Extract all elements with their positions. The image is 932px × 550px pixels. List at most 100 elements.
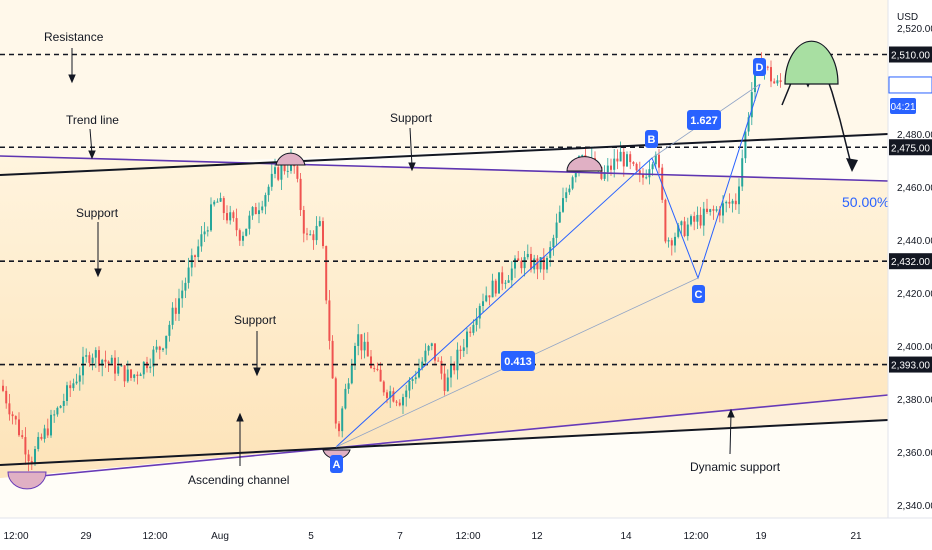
svg-text:A: A [333,459,341,471]
candle-body [59,405,62,408]
candle-body [168,324,171,336]
candle-body [24,437,27,455]
price-tick-label: 2,400.00 [897,342,932,353]
candle-body [245,228,248,236]
candle-body [363,341,366,351]
candle-body [251,207,254,216]
time-tick-label: 19 [755,531,767,542]
candle-body [216,201,219,203]
candle-body [434,343,436,361]
candle-body [155,346,158,350]
candle-body [715,209,718,211]
candle-body [133,374,136,378]
time-ticks: 12:00 29 12:00 Aug 5 7 12:00 12 14 12:00 19 21 [3,531,862,542]
candle-body [456,349,459,371]
candle-body [411,379,414,381]
candle-body [472,324,475,333]
candle-body [744,131,747,159]
price-tick-label: 2,520.00 [897,24,932,35]
candle-body [299,178,302,211]
price-tick-label: 2,360.00 [897,448,932,459]
candle-body [523,257,526,269]
candle-body [440,360,443,374]
svg-text:1.627: 1.627 [690,115,718,127]
candle-body [162,348,164,350]
candle-body [62,400,65,406]
time-tick-label: 12:00 [142,531,167,542]
point-b-badge: B [645,130,658,148]
candle-body [446,377,449,392]
candle-body [664,199,667,242]
label-support-mid: Support [234,313,277,327]
time-tick-label: 7 [397,531,403,542]
candle-body [21,435,24,438]
candle-body [104,359,107,362]
trend-line-ascending [0,133,889,176]
candle-body [120,365,123,367]
candle-body [536,258,539,270]
time-tick-label: 12:00 [683,531,708,542]
abcd-pattern [335,83,761,448]
candle-body [210,204,212,231]
level-tag-label: 2,432.00 [891,257,930,268]
candle-body [402,397,404,406]
candle-body [606,165,609,173]
candle-body [750,92,753,118]
candle-body [494,280,497,294]
candle-body [386,392,388,398]
candle-body [562,198,564,212]
candle-body [11,414,14,417]
candle-body [184,282,187,291]
projection-arrowhead [846,158,858,172]
candle-body [312,234,315,241]
candle-body [338,423,340,432]
candle-body [174,307,177,314]
candle-body [677,225,680,237]
candle-body [418,367,420,378]
candle-body [510,268,513,281]
time-axis [0,518,932,550]
candle-body [507,280,510,283]
candle-body [648,169,651,178]
candle-body [549,247,552,258]
candle-body [88,355,91,363]
ratio-badge-0413: 0.413 [501,351,535,371]
point-a-badge: A [330,455,343,473]
candle-body [296,166,299,179]
candle-body [405,390,408,398]
candle-body [350,365,353,384]
candle-body [382,381,385,393]
price-tick-label: 2,440.00 [897,236,932,247]
candle-body [200,234,203,247]
candle-body [110,357,113,364]
candle-body [187,267,190,283]
candle-body [366,341,369,357]
candle-body [203,231,206,235]
candle-body [267,186,270,196]
candle-body [421,361,424,368]
level-tag-box [889,356,932,373]
candle-body [117,366,120,374]
candle-body [642,173,644,178]
candle-body [152,349,155,367]
label-resistance: Resistance [44,30,104,44]
time-tick-label: 12:00 [3,531,28,542]
candle-body [693,216,696,222]
candle-body [331,340,334,379]
candle-body [379,369,382,382]
candle-body [123,365,126,382]
candle-body [280,165,283,180]
time-tick-label: 5 [308,531,314,542]
candle-body [654,154,657,165]
candle-body [552,237,555,248]
price-tick-label: 2,420.00 [897,289,932,300]
label-support-top: Support [390,111,433,125]
candle-body [478,305,481,319]
candle-body [542,257,545,270]
candle-body [709,209,712,212]
candle-body [773,81,776,84]
bubble-green [784,40,839,85]
candle-body [261,206,264,211]
candle-body [283,165,286,172]
level-tag-label: 2,510.00 [891,51,930,62]
